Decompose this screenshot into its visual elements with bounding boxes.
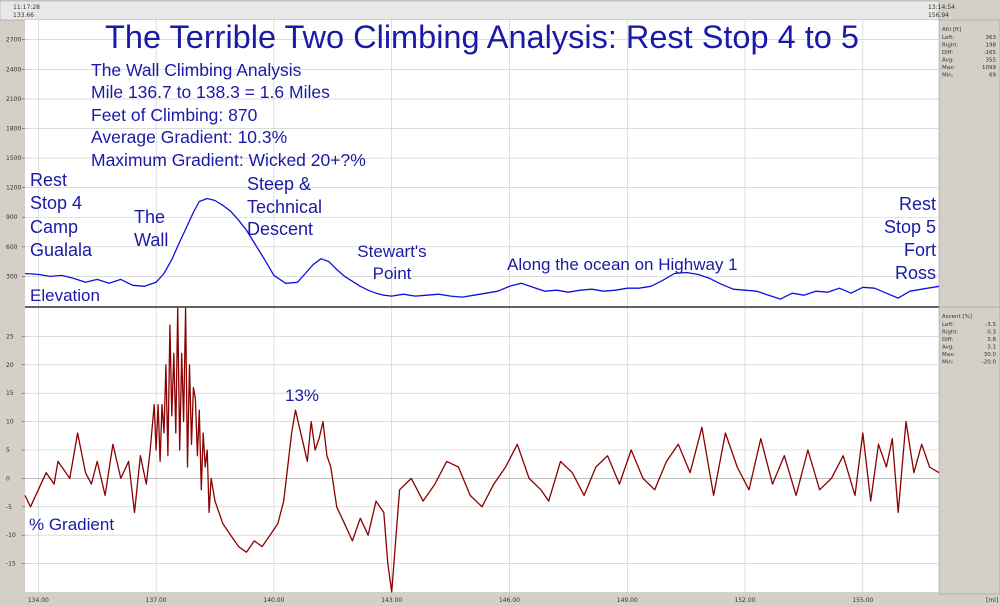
- label-line: Stop 5: [884, 217, 936, 237]
- label-line: Camp: [30, 217, 78, 237]
- info-line: Mile 136.7 to 138.3 = 1.6 Miles: [91, 82, 330, 102]
- ascent-stats: Ascent [%] Left: -3.5 Right: 0.3 Diff: 3.8 Avg…: [942, 314, 996, 366]
- x-tick-label: 137.00: [146, 597, 167, 604]
- info-block: The Wall Climbing Analysis Mile 136.7 to…: [91, 60, 366, 170]
- header-right-distance: 156.94: [928, 12, 949, 19]
- stat-value: -20.0: [982, 360, 997, 366]
- y-tick-label: 2100: [6, 96, 21, 103]
- x-tick-label: 155.00: [852, 597, 873, 604]
- label-line: Stop 4: [30, 193, 82, 213]
- altitude-stats: Alti [ft] Left: 363 Right: 198 Diff: -165 Avg:…: [942, 27, 996, 79]
- label-steep-descent: Steep & Technical Descent: [247, 174, 322, 239]
- label-gradient: % Gradient: [29, 515, 114, 534]
- x-tick-label: 146.00: [499, 597, 520, 604]
- x-tick-label: 140.00: [263, 597, 284, 604]
- y-tick-label: 1800: [6, 125, 21, 132]
- header-left-time: 11:17:28: [13, 4, 40, 11]
- y-tick-label: 300: [6, 273, 18, 280]
- stat-value: 363: [986, 35, 997, 41]
- label-line: Steep &: [247, 174, 311, 194]
- ascent-stats-title: Ascent [%]: [942, 314, 972, 320]
- y-tick-label: 2700: [6, 37, 21, 44]
- x-axis-unit: [mi]: [986, 597, 998, 604]
- stat-value: -165: [984, 50, 997, 56]
- header-left-distance: 133.66: [13, 12, 34, 19]
- info-line: Maximum Gradient: Wicked 20+?%: [91, 150, 366, 170]
- y-tick-label: 600: [6, 244, 18, 251]
- label-line: The: [134, 207, 165, 227]
- label-stewarts-point: Stewart's Point: [357, 242, 426, 283]
- label-line: Ross: [895, 263, 936, 283]
- info-line: The Wall Climbing Analysis: [91, 60, 302, 80]
- label-line: Stewart's: [357, 242, 426, 261]
- x-axis-strip: [25, 592, 939, 606]
- y-tick-label: 10: [6, 419, 14, 426]
- chart-title: The Terrible Two Climbing Analysis: Rest…: [105, 19, 859, 55]
- label-the-wall: The Wall: [134, 207, 168, 250]
- stat-label: Right:: [942, 43, 958, 49]
- stat-value: 3.8: [987, 337, 996, 343]
- y-tick-label: 1500: [6, 155, 21, 162]
- altitude-stats-title: Alti [ft]: [942, 27, 961, 33]
- stat-label: Avg:: [942, 345, 954, 351]
- stat-label: Min:: [942, 360, 954, 366]
- y-tick-label: 2400: [6, 66, 21, 73]
- stat-label: Left:: [942, 35, 954, 41]
- axis-ticks: 300 600 900 1200 1500 1800 2100 2400 2700 -15 -10 -…: [6, 37, 874, 604]
- label-elevation: Elevation: [30, 286, 100, 305]
- label-rest-stop-5: Rest Stop 5 Fort Ross: [884, 194, 936, 283]
- y-tick-label: -5: [6, 504, 12, 511]
- y-tick-label: 25: [6, 333, 14, 340]
- info-line: Average Gradient: 10.3%: [91, 127, 287, 147]
- data-series: [24, 197, 940, 593]
- label-line: Descent: [247, 219, 313, 239]
- stat-label: Max:: [942, 65, 955, 71]
- label-ocean-highway: Along the ocean on Highway 1: [507, 255, 738, 274]
- label-line: Fort: [904, 240, 936, 260]
- label-rest-stop-4: Rest Stop 4 Camp Gualala: [30, 170, 93, 260]
- label-line: Rest: [899, 194, 936, 214]
- stat-value: -3.5: [985, 322, 996, 328]
- y-tick-label: 1200: [6, 185, 21, 192]
- stat-value: 0.3: [987, 330, 996, 336]
- y-tick-label: -10: [6, 532, 16, 539]
- grid-lines: [25, 20, 939, 592]
- y-tick-label: -15: [6, 561, 16, 568]
- y-tick-label: 900: [6, 214, 18, 221]
- stat-value: 30.0: [984, 352, 997, 358]
- label-13-percent: 13%: [285, 386, 319, 405]
- label-line: Technical: [247, 197, 322, 217]
- gradient-line: [24, 307, 940, 593]
- stat-value: 198: [986, 43, 997, 49]
- x-tick-label: 149.00: [617, 597, 638, 604]
- stat-label: Left:: [942, 322, 954, 328]
- top-ruler: [0, 0, 940, 21]
- stat-value: 1099: [982, 65, 996, 71]
- y-tick-label: 15: [6, 390, 14, 397]
- label-line: Gualala: [30, 240, 93, 260]
- header-right-time: 13:14:54: [928, 4, 955, 11]
- y-tick-label: 20: [6, 362, 14, 369]
- x-tick-label: 143.00: [381, 597, 402, 604]
- label-line: Rest: [30, 170, 67, 190]
- stat-label: Max:: [942, 352, 955, 358]
- stat-label: Diff:: [942, 337, 954, 343]
- stat-value: 355: [986, 58, 997, 64]
- stat-label: Min:: [942, 73, 954, 79]
- stat-label: Right:: [942, 330, 958, 336]
- stat-label: Avg:: [942, 58, 954, 64]
- y-tick-label: 0: [6, 475, 10, 482]
- stat-label: Diff:: [942, 50, 954, 56]
- y-tick-label: 5: [6, 447, 10, 454]
- stat-value: 3.1: [987, 345, 996, 351]
- elevation-plot-area: [25, 20, 939, 306]
- label-line: Point: [373, 264, 412, 283]
- x-tick-label: 134.00: [28, 597, 49, 604]
- label-line: Wall: [134, 230, 168, 250]
- info-line: Feet of Climbing: 870: [91, 105, 258, 125]
- elevation-line: [24, 197, 940, 300]
- stat-value: 69: [989, 73, 996, 79]
- x-tick-label: 152.00: [735, 597, 756, 604]
